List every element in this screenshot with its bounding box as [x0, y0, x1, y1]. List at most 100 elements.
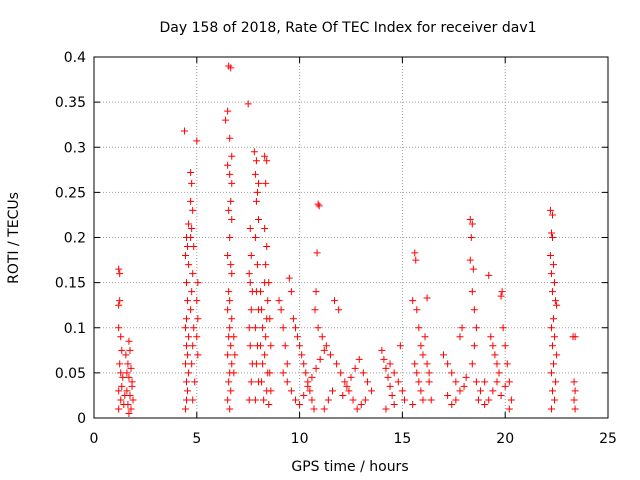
data-point [493, 378, 501, 386]
data-point [390, 369, 398, 377]
data-point [415, 324, 423, 332]
data-point [251, 396, 259, 404]
data-point [485, 271, 493, 279]
data-point [497, 292, 505, 300]
y-tick-label: 0.05 [55, 366, 86, 382]
data-point [347, 373, 355, 381]
data-point [468, 288, 476, 296]
data-point [547, 324, 555, 332]
data-point [411, 360, 419, 368]
data-point [466, 256, 474, 264]
data-point [489, 342, 497, 350]
data-point [246, 224, 254, 232]
data-point [245, 324, 253, 332]
data-point [285, 274, 293, 282]
data-point [419, 396, 427, 404]
data-point [570, 396, 578, 404]
data-point [507, 396, 515, 404]
data-point [194, 351, 202, 359]
data-point [333, 360, 341, 368]
y-tick-label: 0.1 [64, 321, 86, 337]
data-point [351, 364, 359, 372]
data-point [357, 400, 365, 408]
data-point [247, 378, 255, 386]
data-point [423, 294, 431, 302]
data-point [456, 333, 464, 341]
data-point [548, 342, 556, 350]
y-tick-label: 0.2 [64, 231, 86, 247]
data-point [411, 249, 419, 257]
data-point [181, 360, 189, 368]
data-point [124, 360, 132, 368]
data-point [289, 315, 297, 323]
data-point [491, 351, 499, 359]
data-point [224, 306, 232, 314]
data-point [283, 360, 291, 368]
y-tick-label: 0.15 [55, 276, 86, 292]
data-point [390, 400, 398, 408]
data-point [115, 265, 123, 273]
data-point [308, 396, 316, 404]
data-point [320, 405, 328, 413]
data-point [553, 301, 561, 309]
data-point [472, 378, 480, 386]
data-point [253, 188, 261, 196]
data-point [466, 215, 474, 223]
data-point [260, 396, 268, 404]
data-point [254, 215, 262, 223]
data-point [380, 355, 388, 363]
data-point [294, 333, 302, 341]
data-point [378, 346, 386, 354]
data-point [412, 256, 420, 264]
data-point [300, 391, 308, 399]
data-point [339, 391, 347, 399]
data-point [547, 369, 555, 377]
data-point [127, 405, 135, 413]
data-point [227, 261, 235, 269]
data-point [551, 396, 559, 404]
data-point [251, 170, 259, 178]
data-point [266, 369, 274, 377]
data-point [505, 378, 513, 386]
data-point [265, 400, 273, 408]
data-point [183, 342, 191, 350]
data-point [180, 127, 188, 135]
data-point [253, 261, 261, 269]
data-point [291, 396, 299, 404]
data-point [184, 297, 192, 305]
data-points [115, 62, 579, 417]
data-point [382, 405, 390, 413]
data-point [275, 297, 283, 305]
data-point [265, 279, 273, 287]
data-point [190, 324, 198, 332]
data-point [259, 360, 267, 368]
data-point [546, 206, 554, 214]
data-point [118, 382, 126, 390]
data-point [551, 279, 559, 287]
data-point [499, 324, 507, 332]
data-point [230, 369, 238, 377]
data-point [298, 351, 306, 359]
data-point [460, 382, 468, 390]
data-point [481, 378, 489, 386]
data-point [117, 333, 125, 341]
x-tick-label: 0 [90, 431, 99, 447]
data-point [335, 306, 343, 314]
data-point [300, 360, 308, 368]
data-point [550, 315, 558, 323]
data-point [123, 369, 131, 377]
data-point [189, 206, 197, 214]
data-point [252, 157, 260, 165]
data-point [314, 200, 322, 208]
data-point [126, 346, 134, 354]
data-point [444, 360, 452, 368]
data-point [501, 382, 509, 390]
data-point [225, 288, 233, 296]
data-point [189, 270, 197, 278]
data-point [551, 333, 559, 341]
data-point [315, 202, 323, 210]
data-point [193, 333, 201, 341]
chart-title: Day 158 of 2018, Rate Of TEC Index for r… [159, 20, 536, 36]
data-point [115, 405, 123, 413]
data-point [553, 351, 561, 359]
